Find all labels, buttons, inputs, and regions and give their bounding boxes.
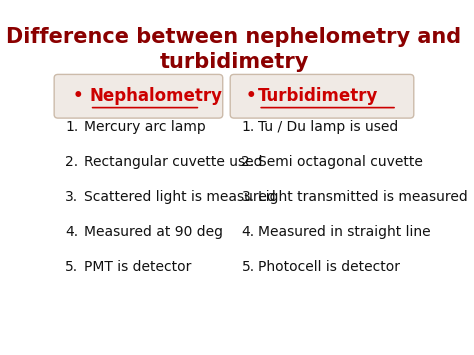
Text: Nephalometry: Nephalometry [90,87,223,105]
Text: 5.: 5. [65,260,79,274]
Text: 1.: 1. [241,120,255,134]
Text: 1.: 1. [65,120,79,134]
Text: 3.: 3. [241,190,255,204]
Text: Tu / Du lamp is used: Tu / Du lamp is used [258,120,399,134]
Text: 2.: 2. [65,155,79,169]
Text: Light transmitted is measured: Light transmitted is measured [258,190,468,204]
Text: •: • [73,87,83,105]
Text: Mercury arc lamp: Mercury arc lamp [84,120,206,134]
Text: Difference between nephelometry and
turbidimetry: Difference between nephelometry and turb… [7,27,462,72]
Text: PMT is detector: PMT is detector [84,260,191,274]
Text: 4.: 4. [241,225,255,239]
Text: •: • [245,87,256,105]
Text: 2.: 2. [241,155,255,169]
Text: Turbidimetry: Turbidimetry [258,87,379,105]
Text: Measured in straight line: Measured in straight line [258,225,431,239]
Text: Photocell is detector: Photocell is detector [258,260,401,274]
Text: 5.: 5. [241,260,255,274]
Text: Scattered light is measured: Scattered light is measured [84,190,276,204]
Text: Rectangular cuvette used: Rectangular cuvette used [84,155,263,169]
Text: 4.: 4. [65,225,79,239]
FancyBboxPatch shape [230,75,414,118]
Text: Measured at 90 deg: Measured at 90 deg [84,225,223,239]
FancyBboxPatch shape [54,75,223,118]
Text: 3.: 3. [65,190,79,204]
Text: Semi octagonal cuvette: Semi octagonal cuvette [258,155,423,169]
